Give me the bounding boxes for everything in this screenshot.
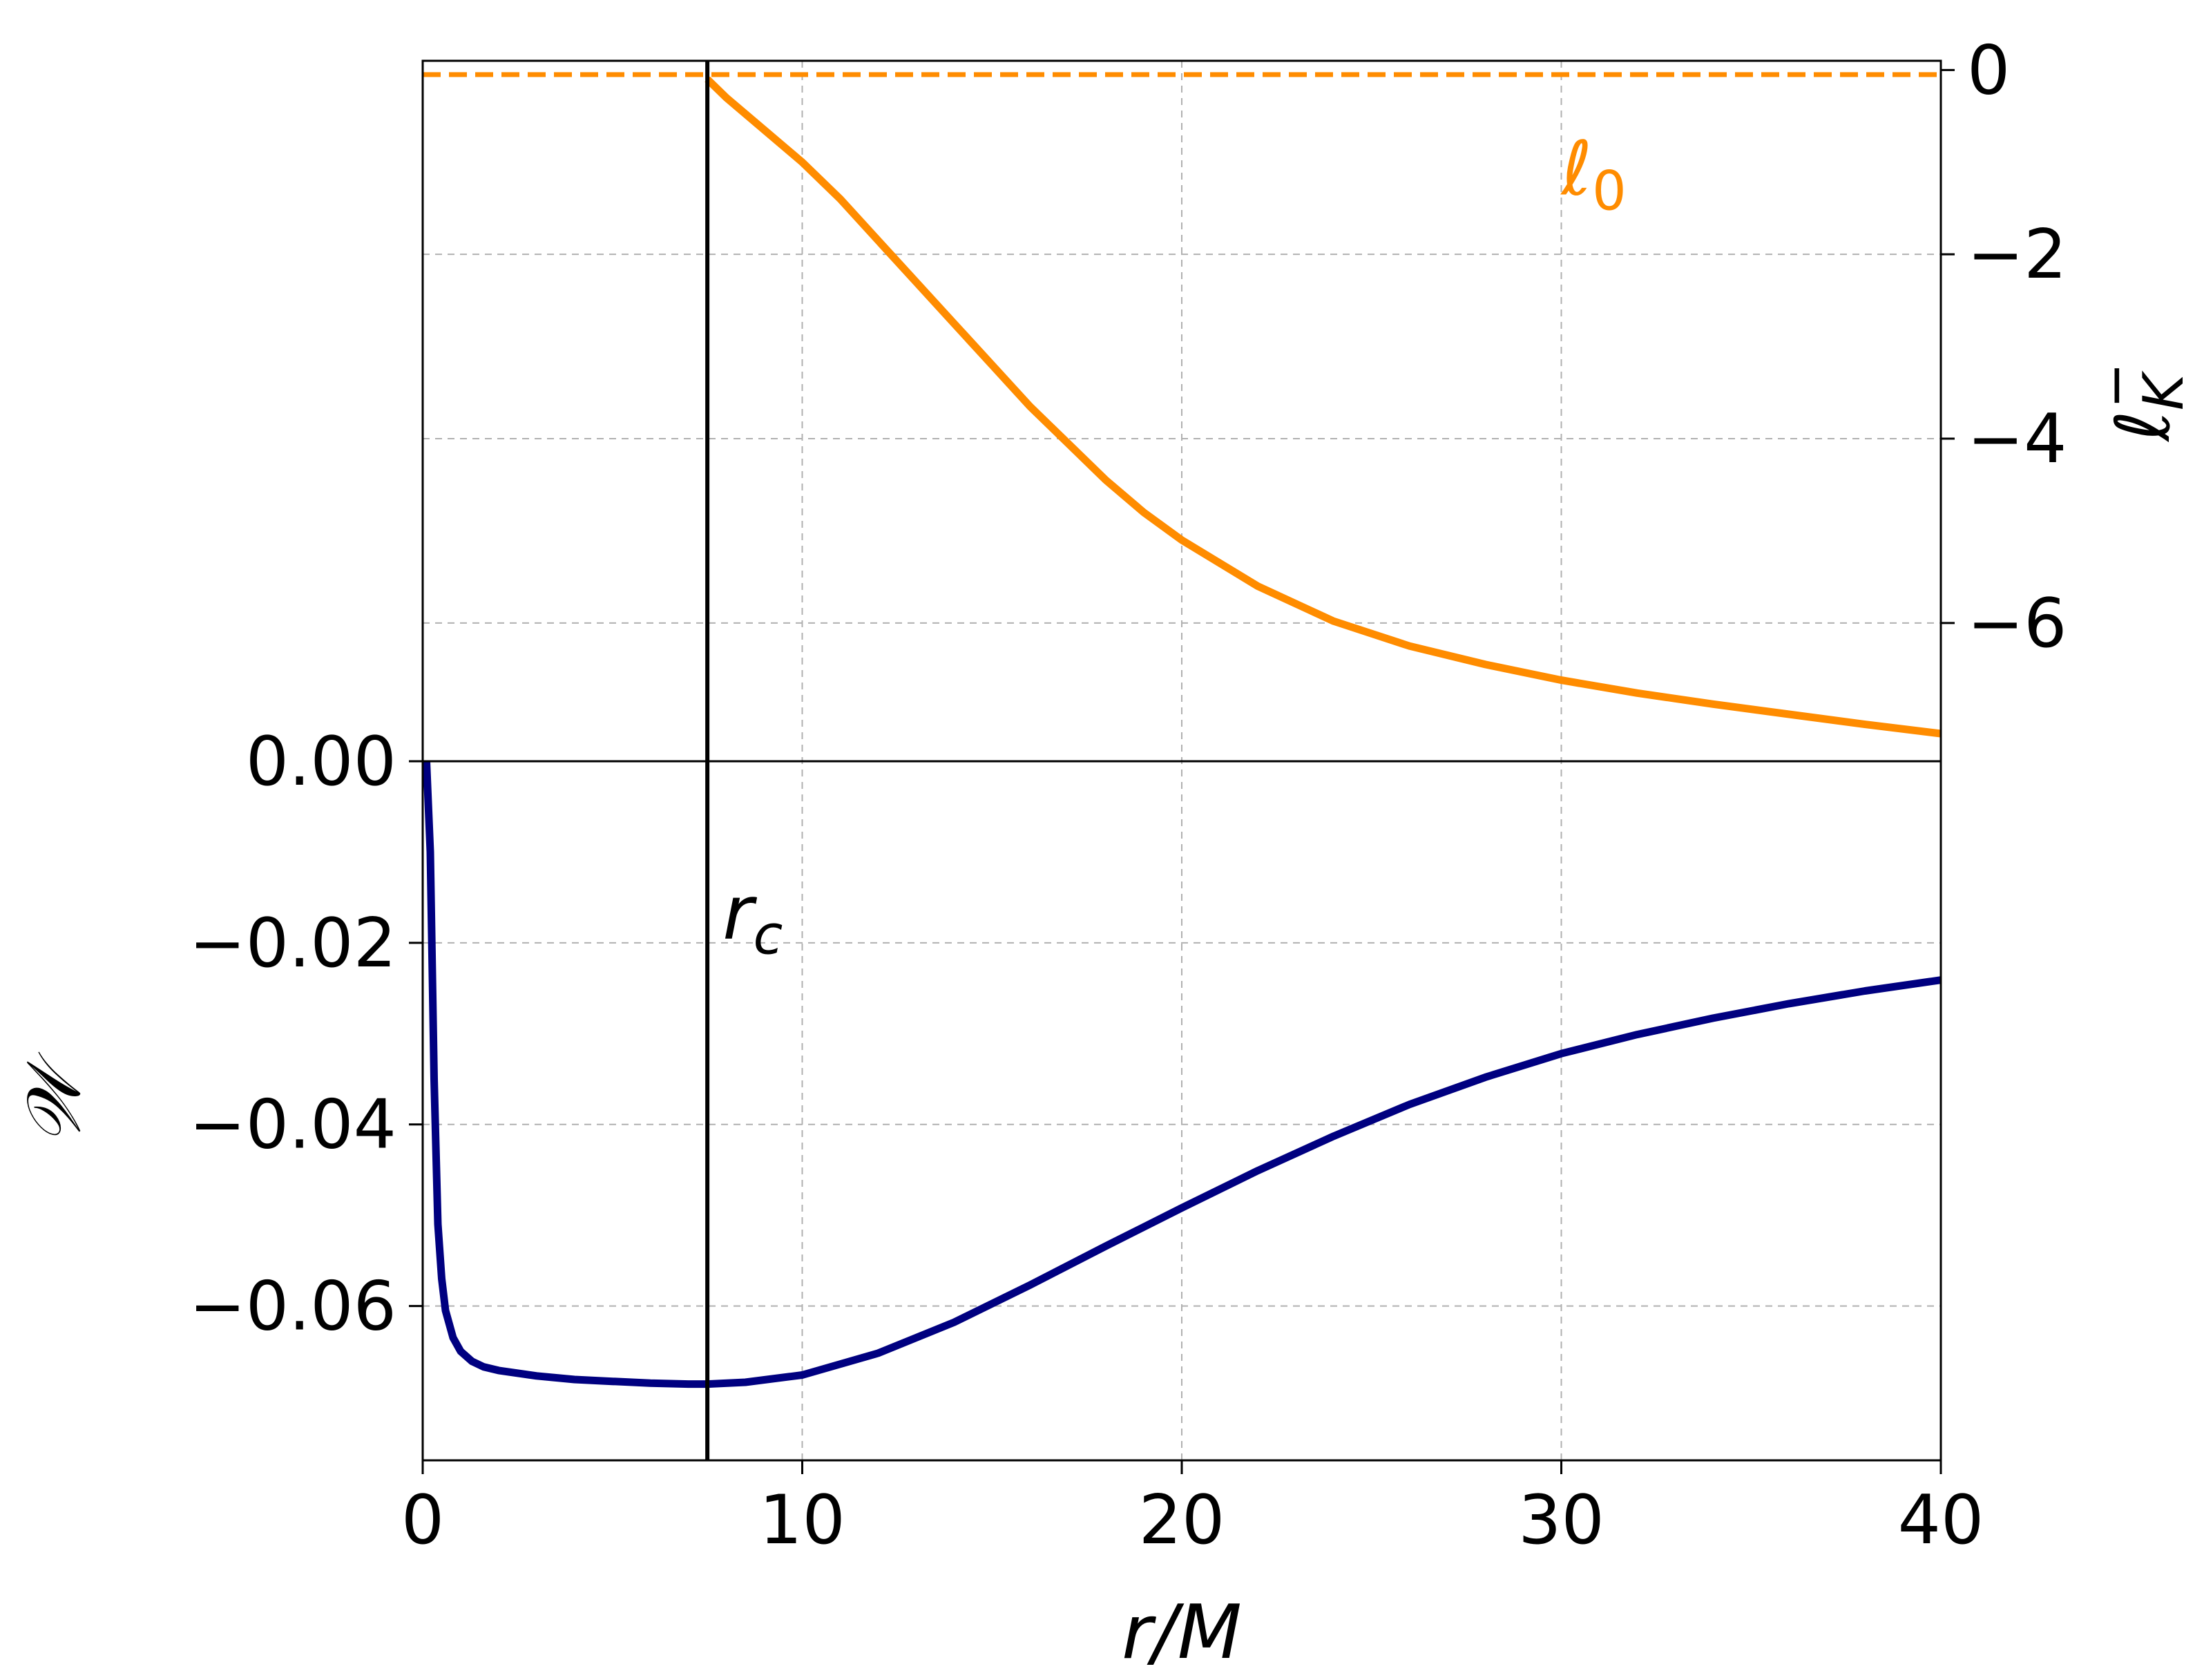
vertical-line-label-sub: c [754, 904, 783, 966]
top-y-tick-label-1: −2 [1967, 216, 2067, 294]
bottom-y-tick-label-3: −0.06 [189, 1268, 396, 1346]
vertical-line-label-main: r [722, 870, 757, 956]
bottom-y-tick-label-2: −0.04 [189, 1086, 396, 1165]
reference-line-label-sub: 0 [1592, 160, 1627, 222]
top-y-tick-label-2: −4 [1967, 400, 2067, 479]
bottom-series-line-0 [423, 761, 1942, 1388]
x-tick-label-2: 20 [1139, 1481, 1225, 1560]
top-y-tick-label-0: 0 [1967, 31, 2010, 110]
top-y-axis-title: ℓK− [2083, 363, 2196, 443]
top-y-axis-title-sup: − [2083, 363, 2147, 409]
x-axis-title: r/M [1122, 1590, 1242, 1676]
x-tick-label-3: 30 [1518, 1481, 1604, 1560]
top-y-axis-title-sub: K [2131, 370, 2196, 410]
reference-line-label-main: ℓ [1560, 126, 1593, 212]
bottom-y-tick-label-0: 0.00 [246, 723, 396, 801]
x-tick-label-4: 40 [1898, 1481, 1984, 1560]
x-tick-label-0: 0 [401, 1481, 444, 1560]
reference-line-label: ℓ0 [1560, 126, 1627, 222]
tick-layer: 0 10 20 30 40 0.00 −0.02 −0.04 −0.06 0 −2 −4 −6 [189, 31, 2067, 1560]
top-y-axis-title-main: ℓ [2100, 410, 2187, 443]
vertical-line-label: rc [722, 870, 783, 966]
series-layer [423, 61, 1942, 1460]
bottom-y-tick-label-1: −0.02 [189, 904, 396, 983]
x-tick-label-1: 10 [759, 1481, 845, 1560]
top-y-tick-label-3: −6 [1967, 584, 2067, 663]
top-series-line-0 [705, 76, 1942, 738]
